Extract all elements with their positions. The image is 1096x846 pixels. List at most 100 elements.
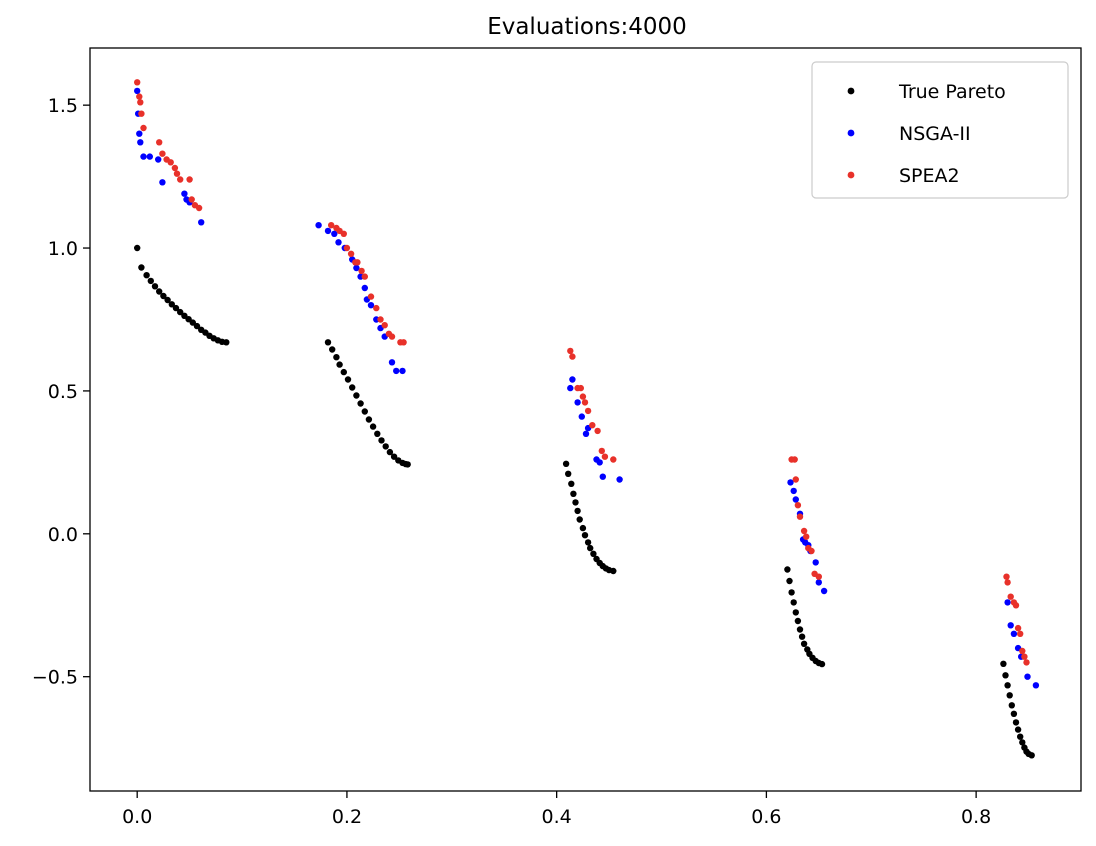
point-spea2-35 [569, 353, 576, 360]
point-spea2-19 [340, 230, 347, 237]
y-tick-label: 0.5 [48, 381, 78, 403]
point-spea2-2 [137, 99, 144, 106]
point-nsga-ii-51 [1007, 622, 1014, 629]
point-spea2-6 [159, 150, 166, 157]
point-true-pareto-85 [1019, 739, 1026, 746]
plot-frame [89, 47, 1082, 792]
point-nsga-ii-55 [1024, 673, 1031, 680]
point-true-pareto-9 [172, 304, 180, 312]
point-spea2-24 [358, 267, 365, 275]
point-nsga-ii-20 [361, 284, 368, 292]
point-true-pareto-26 [340, 368, 347, 376]
point-nsga-ii-30 [569, 376, 576, 383]
legend: True Pareto NSGA-II SPEA2 [811, 61, 1069, 199]
point-true-pareto-76 [1000, 660, 1007, 667]
point-true-pareto-79 [1006, 692, 1013, 699]
point-true-pareto-1 [138, 264, 145, 271]
point-spea2-66 [1023, 659, 1030, 666]
point-spea2-26 [367, 293, 375, 300]
point-nsga-ii-37 [599, 473, 606, 480]
point-nsga-ii-36 [596, 459, 603, 466]
point-spea2-58 [1004, 579, 1011, 586]
point-spea2-8 [167, 159, 174, 166]
point-true-pareto-68 [798, 633, 806, 640]
point-spea2-40 [584, 407, 592, 415]
point-true-pareto-25 [336, 361, 343, 368]
data-points [134, 79, 1040, 759]
point-spea2-49 [794, 502, 802, 509]
point-spea2-28 [377, 316, 384, 323]
point-true-pareto-65 [792, 609, 799, 616]
x-axis: 0.0 0.2 0.4 0.6 0.8 [122, 791, 991, 828]
point-spea2-33 [400, 339, 407, 346]
y-tick-label: 1.5 [48, 95, 78, 117]
point-true-pareto-63 [788, 589, 795, 596]
point-spea2-42 [594, 427, 601, 435]
point-true-pareto-35 [378, 437, 385, 444]
point-true-pareto-64 [790, 599, 797, 606]
point-true-pareto-81 [1010, 710, 1018, 717]
y-axis: −0.5 0.0 0.5 1.0 1.5 [32, 95, 90, 689]
point-spea2-52 [803, 533, 810, 540]
point-spea2-9 [171, 164, 179, 172]
point-nsga-ii-13 [324, 227, 332, 235]
y-tick-label: 1.0 [48, 238, 78, 260]
point-nsga-ii-7 [159, 179, 166, 186]
point-spea2-34 [567, 347, 574, 355]
point-true-pareto-2 [143, 272, 150, 279]
x-tick-label: 0.4 [542, 806, 572, 828]
point-true-pareto-84 [1017, 733, 1024, 740]
point-nsga-ii-41 [792, 496, 799, 503]
point-spea2-1 [136, 93, 143, 100]
point-true-pareto-13 [189, 319, 196, 326]
point-spea2-31 [388, 333, 396, 340]
chart-title: Evaluations:4000 [487, 14, 687, 40]
point-nsga-ii-26 [388, 359, 396, 366]
point-nsga-ii-56 [1032, 682, 1040, 689]
point-true-pareto-7 [164, 296, 171, 304]
point-true-pareto-47 [572, 499, 579, 506]
point-true-pareto-38 [390, 453, 398, 460]
point-true-pareto-23 [329, 346, 336, 353]
point-true-pareto-3 [147, 277, 154, 285]
point-nsga-ii-22 [367, 302, 375, 309]
point-spea2-12 [186, 176, 193, 183]
point-spea2-13 [188, 196, 195, 203]
point-nsga-ii-33 [582, 430, 590, 437]
point-true-pareto-67 [796, 626, 804, 633]
legend-label-0: True Pareto [898, 81, 1006, 103]
point-spea2-61 [1012, 602, 1020, 609]
point-true-pareto-80 [1008, 702, 1015, 709]
point-true-pareto-21 [223, 339, 230, 346]
point-spea2-3 [138, 110, 145, 117]
point-true-pareto-82 [1012, 719, 1020, 726]
point-spea2-45 [610, 456, 617, 463]
point-nsga-ii-47 [812, 559, 819, 566]
point-true-pareto-50 [579, 524, 587, 532]
point-spea2-23 [354, 259, 361, 266]
point-spea2-20 [343, 244, 351, 252]
point-nsga-ii-2 [136, 130, 143, 137]
point-nsga-ii-3 [137, 139, 144, 146]
point-true-pareto-83 [1014, 726, 1022, 733]
point-nsga-ii-32 [578, 413, 585, 420]
point-nsga-ii-49 [820, 587, 828, 595]
y-tick-label: 0.0 [48, 524, 78, 546]
y-tick-label: −0.5 [32, 667, 78, 689]
point-true-pareto-30 [357, 400, 364, 407]
point-nsga-ii-27 [393, 367, 400, 375]
point-spea2-51 [800, 527, 808, 535]
point-true-pareto-54 [590, 550, 597, 557]
point-nsga-ii-0 [134, 87, 141, 95]
legend-marker-1 [847, 129, 855, 137]
point-spea2-39 [581, 399, 589, 406]
point-spea2-43 [598, 447, 605, 455]
legend-label-2: SPEA2 [899, 165, 960, 187]
point-true-pareto-10 [177, 308, 184, 316]
point-true-pareto-34 [374, 430, 381, 437]
legend-marker-2 [847, 171, 855, 179]
point-spea2-57 [1003, 573, 1010, 580]
point-true-pareto-29 [353, 392, 360, 399]
point-spea2-10 [173, 170, 181, 177]
point-nsga-ii-50 [1004, 599, 1011, 606]
